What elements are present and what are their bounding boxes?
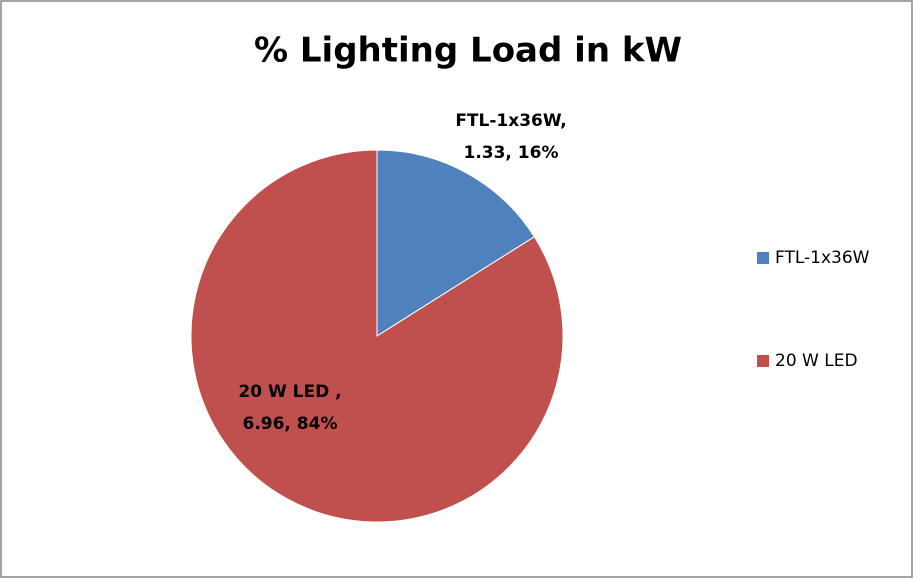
data-label: FTL-1x36W, xyxy=(455,111,566,131)
legend-swatch xyxy=(757,355,769,367)
legend-label: FTL-1x36W xyxy=(775,248,870,268)
chart-title: % Lighting Load in kW xyxy=(254,31,682,71)
data-label: 20 W LED , xyxy=(238,382,341,402)
data-label: 1.33, 16% xyxy=(463,143,558,163)
data-label: 6.96, 84% xyxy=(242,414,337,434)
pie-slice xyxy=(376,149,536,337)
legend-label: 20 W LED xyxy=(775,351,858,371)
pie-slice xyxy=(190,149,564,523)
legend-swatch xyxy=(757,252,769,264)
